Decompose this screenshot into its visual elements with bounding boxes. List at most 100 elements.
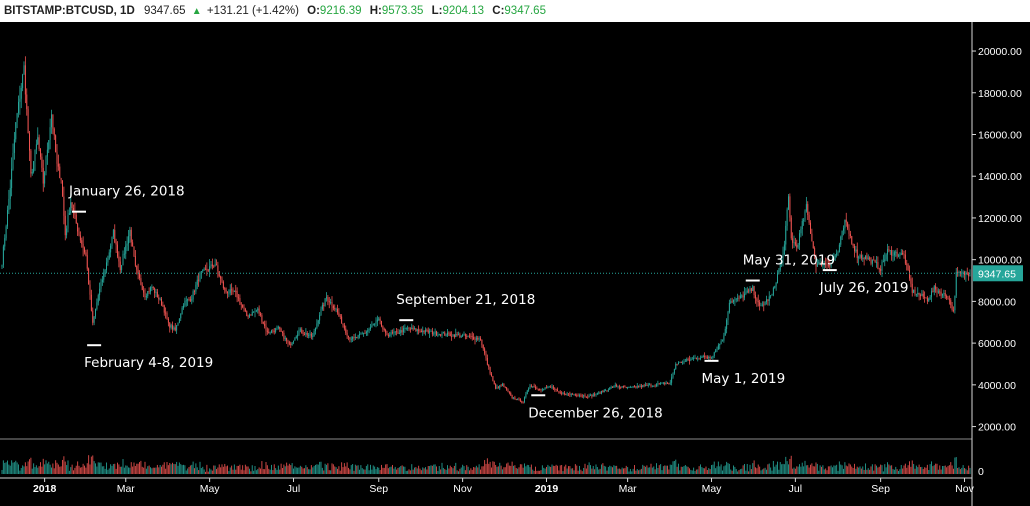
candle-body: [577, 395, 579, 397]
candle-body: [876, 262, 877, 263]
volume-bar: [272, 470, 274, 474]
candle-body: [621, 386, 623, 388]
volume-bar: [892, 469, 894, 474]
volume-bar: [313, 465, 315, 474]
candle: [382, 325, 384, 333]
candle-body: [37, 137, 39, 145]
candle: [92, 307, 94, 326]
candle: [781, 256, 783, 268]
volume-bar: [640, 468, 642, 474]
candle: [93, 316, 95, 326]
volume-bar: [893, 469, 895, 474]
volume-bar: [695, 469, 697, 474]
candle: [778, 268, 780, 275]
candle: [606, 390, 608, 393]
candle: [427, 327, 429, 334]
candle: [595, 393, 597, 397]
candle-body: [727, 312, 729, 321]
price-axis[interactable]: 2000.004000.006000.008000.0010000.001200…: [971, 22, 1023, 506]
candle-body: [383, 328, 385, 330]
candle-body: [955, 271, 957, 296]
candle-body: [874, 260, 876, 263]
candle-body: [342, 323, 344, 326]
candle: [35, 139, 37, 155]
candle: [101, 275, 103, 286]
volume-bar: [594, 469, 596, 474]
volume-bar: [926, 464, 928, 474]
candle-body: [744, 293, 745, 298]
volume-bar: [576, 465, 578, 474]
candle: [95, 308, 96, 319]
candle-body: [271, 330, 272, 333]
annotation-label: May 31, 2019: [743, 253, 835, 269]
candle: [390, 329, 392, 338]
candle: [657, 380, 659, 387]
volume-bar: [298, 467, 300, 474]
candle-body: [940, 292, 942, 296]
volume-bar: [588, 462, 590, 474]
candle: [430, 329, 432, 332]
candle-body: [361, 333, 363, 335]
volume-bar: [903, 465, 905, 474]
volume-bar: [222, 466, 224, 474]
candle: [23, 61, 25, 75]
candle-body: [570, 394, 572, 395]
volume-bar: [198, 470, 200, 474]
volume-bar: [731, 470, 733, 474]
candle-body: [357, 335, 359, 338]
candle: [466, 334, 468, 340]
candle-body: [312, 336, 314, 337]
candle-body: [871, 259, 873, 264]
candle: [684, 358, 686, 362]
candle-body: [365, 331, 367, 334]
volume-bar: [185, 470, 187, 474]
candle-body: [118, 256, 120, 262]
volume-bar: [77, 461, 79, 474]
candle-body: [216, 264, 217, 266]
candle-body: [203, 268, 205, 270]
volume-bar: [741, 468, 743, 474]
volume-bar: [431, 465, 433, 474]
candle-body: [959, 271, 961, 273]
candle: [830, 262, 832, 269]
candle: [876, 256, 877, 268]
volume-bar: [964, 468, 965, 474]
candle-body: [115, 242, 117, 245]
candle-body: [211, 264, 213, 267]
volume-bar: [840, 464, 842, 474]
volume-bar: [205, 471, 206, 474]
candle: [166, 311, 168, 320]
volume-bar: [793, 467, 795, 474]
candle: [464, 333, 466, 340]
candle-body: [429, 331, 431, 333]
candle: [734, 296, 736, 306]
candle: [249, 313, 250, 318]
volume-bar: [962, 465, 964, 474]
candle: [287, 339, 289, 347]
candle: [75, 211, 77, 224]
candle-body: [623, 386, 624, 387]
volume-bar: [844, 462, 846, 474]
candle-body: [521, 401, 523, 403]
volume-bar: [96, 466, 98, 474]
candle: [943, 289, 945, 299]
candle-body: [73, 208, 74, 212]
candle-body: [260, 313, 261, 316]
candle: [330, 298, 332, 305]
time-axis[interactable]: 2018 Mar May Jul Sep Nov 2019 Mar May Jul Sep Nov: [0, 477, 975, 495]
volume-bar: [683, 466, 685, 474]
open-label: O:: [307, 5, 320, 17]
candle: [841, 230, 843, 240]
candle-body: [602, 390, 604, 393]
candle: [445, 333, 447, 337]
volume-bar: [678, 463, 679, 474]
candle-body: [242, 304, 244, 308]
volume-bar: [584, 463, 586, 474]
candle: [302, 330, 304, 337]
candle-body: [420, 331, 422, 333]
candle-body: [513, 397, 514, 399]
volume-bar: [829, 466, 831, 474]
candle-body: [862, 258, 864, 259]
candle-body: [352, 336, 354, 339]
